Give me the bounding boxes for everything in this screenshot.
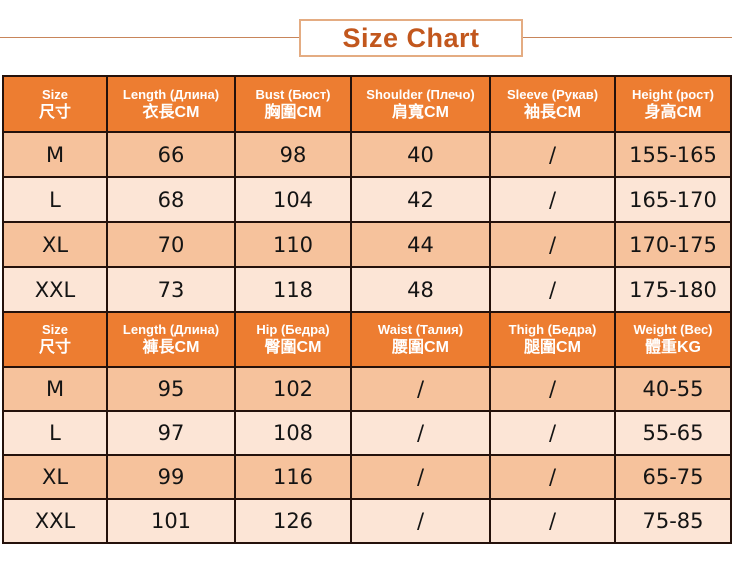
header-cell-thigh: Thigh (Бедра) 腿圍CM: [489, 311, 616, 368]
header-cn: 身高CM: [644, 103, 702, 121]
header-cn: 褲長CM: [142, 339, 200, 356]
header-cn: 衣長CM: [142, 103, 200, 121]
value-cell: 118: [234, 266, 352, 313]
value-cell: 73: [106, 266, 236, 313]
header-cell-weight: Weight (Вес) 體重KG: [614, 311, 732, 368]
value-cell: /: [489, 221, 616, 268]
value-cell: /: [489, 176, 616, 223]
header-cell-waist: Waist (Талия) 腰圍CM: [350, 311, 491, 368]
bottom-header-row: Size 尺寸 Length (Длина) 褲長CM Hip (Бедра) …: [2, 311, 732, 368]
value-cell: 101: [106, 498, 236, 544]
header-cn: 尺寸: [38, 339, 71, 356]
header-cn: 腰圍CM: [392, 339, 449, 356]
top-header-row: Size 尺寸 Length (Длина) 衣長CM Bust (Бюст) …: [2, 75, 732, 133]
header-en: Height (рост): [631, 86, 715, 102]
header-en: Size: [41, 86, 68, 102]
table-row-xl: XL 99 116 / / 65-75: [2, 454, 732, 500]
value-cell: 40: [350, 131, 491, 178]
size-cell: XXL: [2, 266, 108, 313]
value-cell: 102: [234, 366, 352, 412]
header-en: Hip (Бедра): [256, 322, 330, 337]
page-title: Size Chart: [342, 22, 480, 53]
header-cell-bust: Bust (Бюст) 胸圍CM: [234, 75, 352, 133]
header-cn: 袖長CM: [524, 103, 581, 121]
value-cell: 44: [350, 221, 491, 268]
value-cell: /: [489, 410, 616, 456]
value-cell: 155-165: [614, 131, 732, 178]
value-cell: 66: [106, 131, 236, 178]
value-cell: 95: [106, 366, 236, 412]
header-en: Length (Длина): [122, 86, 220, 102]
value-cell: 75-85: [614, 498, 732, 544]
value-cell: /: [489, 131, 616, 178]
title-bar: Size Chart: [0, 0, 732, 75]
header-en: Weight (Вес): [633, 322, 713, 337]
size-cell: M: [2, 131, 108, 178]
header-cell-size: Size 尺寸: [2, 75, 108, 133]
value-cell: 99: [106, 454, 236, 500]
value-cell: 42: [350, 176, 491, 223]
table-row-l: L 97 108 / / 55-65: [2, 410, 732, 456]
value-cell: 110: [234, 221, 352, 268]
value-cell: 108: [234, 410, 352, 456]
size-chart-table: Size 尺寸 Length (Длина) 衣長CM Bust (Бюст) …: [2, 75, 732, 544]
value-cell: 116: [234, 454, 352, 500]
header-cn: 胸圍CM: [264, 103, 322, 121]
title-box: Size Chart: [299, 19, 523, 57]
header-en: Length (Длина): [122, 322, 220, 337]
value-cell: /: [350, 498, 491, 544]
table-row-l: L 68 104 42 / 165-170: [2, 176, 732, 223]
header-cn: 肩寬CM: [392, 103, 449, 121]
value-cell: 98: [234, 131, 352, 178]
header-cell-hip: Hip (Бедра) 臀圍CM: [234, 311, 352, 368]
value-cell: 48: [350, 266, 491, 313]
header-cell-sleeve: Sleeve (Рукав) 袖長CM: [489, 75, 616, 133]
header-cell-size: Size 尺寸: [2, 311, 108, 368]
value-cell: 165-170: [614, 176, 732, 223]
header-en: Thigh (Бедра): [508, 322, 597, 337]
value-cell: 170-175: [614, 221, 732, 268]
header-cell-length: Length (Длина) 衣長CM: [106, 75, 236, 133]
header-cn: 體重KG: [644, 339, 701, 356]
value-cell: /: [489, 454, 616, 500]
value-cell: 40-55: [614, 366, 732, 412]
header-cn: 尺寸: [38, 103, 71, 121]
value-cell: 126: [234, 498, 352, 544]
value-cell: /: [350, 410, 491, 456]
size-cell: XXL: [2, 498, 108, 544]
value-cell: /: [489, 266, 616, 313]
value-cell: 65-75: [614, 454, 732, 500]
table-row-xl: XL 70 110 44 / 170-175: [2, 221, 732, 268]
value-cell: 70: [106, 221, 236, 268]
header-cn: 臀圍CM: [264, 339, 322, 356]
header-en: Shoulder (Плечо): [366, 86, 475, 102]
table-row-m: M 66 98 40 / 155-165: [2, 131, 732, 178]
size-cell: XL: [2, 221, 108, 268]
size-cell: L: [2, 410, 108, 456]
header-en: Bust (Бюст): [255, 86, 331, 102]
value-cell: 175-180: [614, 266, 732, 313]
header-cell-height: Height (рост) 身高CM: [614, 75, 732, 133]
header-cn: 腿圍CM: [524, 339, 581, 356]
value-cell: /: [489, 498, 616, 544]
table-row-xxl: XXL 101 126 / / 75-85: [2, 498, 732, 544]
size-cell: M: [2, 366, 108, 412]
table-row-m: M 95 102 / / 40-55: [2, 366, 732, 412]
value-cell: /: [489, 366, 616, 412]
value-cell: 55-65: [614, 410, 732, 456]
value-cell: /: [350, 366, 491, 412]
header-cell-shoulder: Shoulder (Плечо) 肩寬CM: [350, 75, 491, 133]
header-cell-length: Length (Длина) 褲長CM: [106, 311, 236, 368]
header-en: Waist (Талия): [377, 322, 464, 337]
size-cell: L: [2, 176, 108, 223]
size-cell: XL: [2, 454, 108, 500]
value-cell: 68: [106, 176, 236, 223]
value-cell: 104: [234, 176, 352, 223]
header-en: Sleeve (Рукав): [506, 86, 599, 102]
header-en: Size: [41, 322, 68, 337]
value-cell: 97: [106, 410, 236, 456]
value-cell: /: [350, 454, 491, 500]
table-row-xxl: XXL 73 118 48 / 175-180: [2, 266, 732, 313]
